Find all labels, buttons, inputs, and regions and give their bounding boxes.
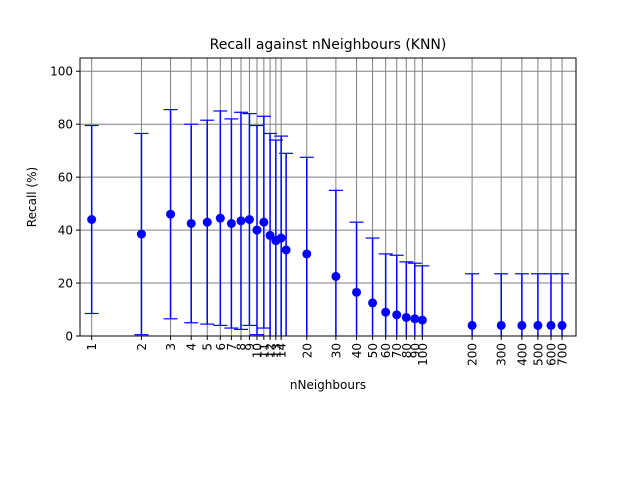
data-point [546, 320, 556, 330]
x-tick-label: 100 [416, 343, 430, 366]
data-point [401, 312, 411, 322]
x-tick-label: 14 [275, 343, 289, 358]
x-tick-label: 9 [243, 343, 257, 351]
x-tick-label: 500 [531, 343, 545, 366]
data-point [496, 320, 506, 330]
x-tick-label: 90 [408, 343, 422, 358]
y-tick-label: 100 [50, 65, 73, 79]
x-tick-label: 60 [379, 343, 393, 358]
x-tick-label: 20 [300, 343, 314, 358]
y-tick-label: 0 [65, 330, 73, 344]
data-point [226, 218, 236, 228]
y-axis-ticks: 0 20 40 60 80 100 [50, 65, 80, 344]
x-tick-label: 11 [257, 343, 271, 358]
plot-area-frame [79, 57, 577, 337]
y-tick-label: 40 [58, 224, 73, 238]
x-tick-label: 400 [515, 343, 529, 366]
x-tick-label: 7 [225, 343, 239, 351]
x-tick-label: 5 [201, 343, 215, 351]
data-point [368, 298, 378, 308]
data-point [557, 320, 567, 330]
data-point [215, 213, 225, 223]
data-point [244, 215, 254, 225]
x-tick-label: 1 [85, 343, 99, 351]
data-point [236, 216, 246, 226]
x-tick-label: 300 [495, 343, 509, 366]
data-point [281, 245, 291, 255]
x-tick-label: 200 [466, 343, 480, 366]
x-tick-label: 2 [135, 343, 149, 351]
data-point [392, 310, 402, 320]
x-tick-label: 50 [366, 343, 380, 358]
data-point [265, 230, 275, 240]
data-point [259, 217, 269, 227]
x-tick-label: 80 [400, 343, 414, 358]
y-tick-label: 60 [58, 171, 73, 185]
x-tick-label: 13 [269, 343, 283, 358]
data-point [252, 225, 262, 235]
x-tick-label: 6 [214, 343, 228, 351]
data-point [87, 215, 97, 225]
y-tick-label: 80 [58, 118, 73, 132]
y-tick-label: 20 [58, 277, 73, 291]
data-point [166, 209, 176, 219]
x-tick-label: 12 [264, 343, 278, 358]
data-point [533, 320, 543, 330]
x-tick-label: 70 [390, 343, 404, 358]
data-markers [87, 209, 567, 330]
x-tick-label: 600 [544, 343, 558, 366]
x-tick-label: 3 [164, 343, 178, 351]
x-tick-label: 40 [350, 343, 364, 358]
chart-title: Recall against nNeighbours (KNN) [210, 37, 447, 53]
data-point [302, 249, 312, 259]
data-point [352, 287, 362, 297]
data-point [186, 218, 196, 228]
data-point [202, 217, 212, 227]
x-tick-label: 30 [329, 343, 343, 358]
data-point [276, 233, 286, 243]
data-point [381, 307, 391, 317]
y-axis-label: Recall (%) [25, 167, 39, 227]
x-tick-label: 10 [251, 343, 265, 358]
data-point [136, 229, 146, 239]
data-point [467, 320, 477, 330]
x-tick-label: 700 [556, 343, 570, 366]
x-tick-label: 8 [234, 343, 248, 351]
data-point [331, 271, 341, 281]
data-point [517, 320, 527, 330]
x-tick-label: 4 [185, 343, 199, 351]
data-point [417, 315, 427, 325]
data-point [410, 314, 420, 324]
x-axis-label: nNeighbours [290, 378, 366, 392]
